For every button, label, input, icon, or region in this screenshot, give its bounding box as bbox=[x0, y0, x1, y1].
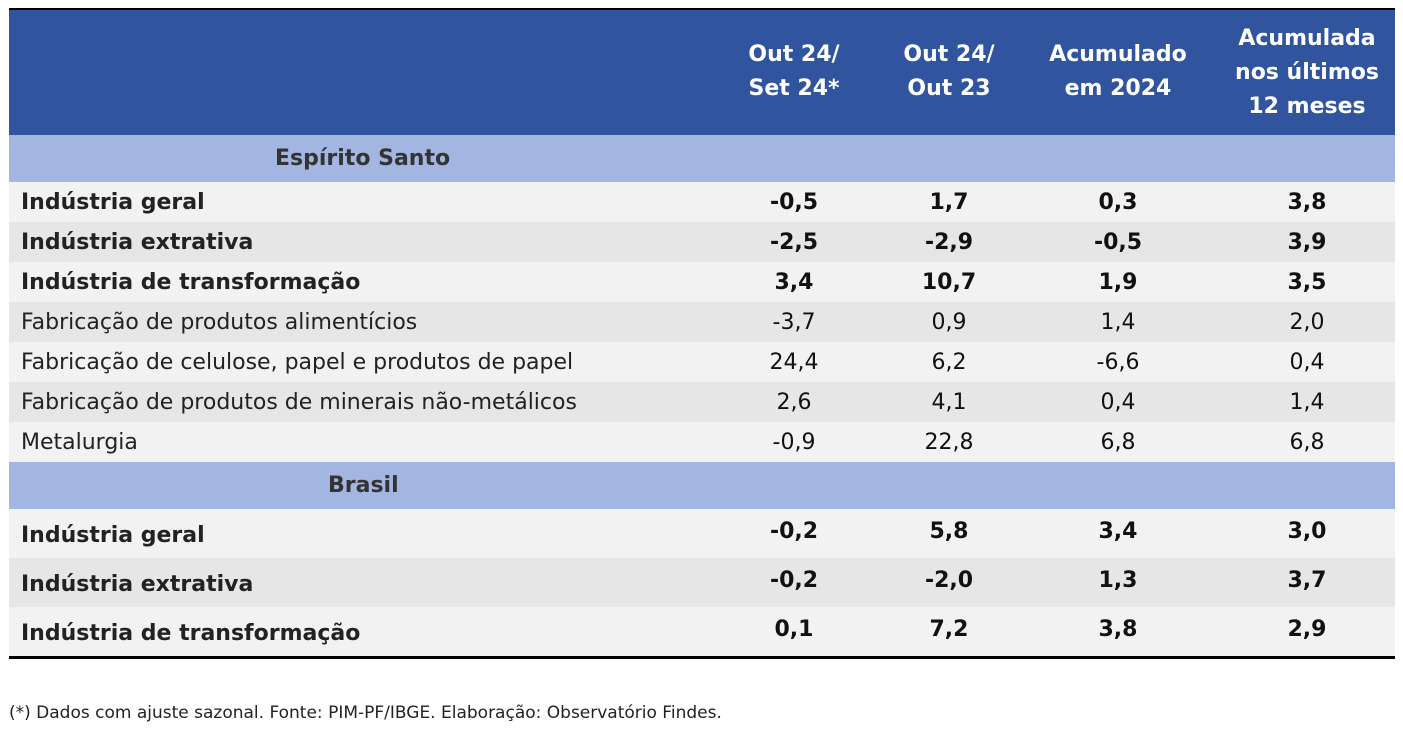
cell-value: -0,2 bbox=[769, 568, 819, 593]
cell-value: 3,8 bbox=[1287, 190, 1327, 215]
cell-value: 4,1 bbox=[931, 390, 967, 415]
cell-value: -0,2 bbox=[769, 519, 819, 544]
row-label: Fabricação de produtos alimentícios bbox=[21, 310, 418, 335]
table-row: Indústria geral -0,2 5,8 3,4 3,0 bbox=[9, 509, 1395, 558]
column-header: Out 24/ Set 24* bbox=[748, 42, 840, 101]
cell-value: 0,4 bbox=[1289, 350, 1325, 375]
cell-value: 3,7 bbox=[1287, 568, 1327, 593]
cell-value: 1,3 bbox=[1098, 568, 1138, 593]
cell-value: 3,4 bbox=[774, 270, 814, 295]
row-label: Indústria geral bbox=[21, 190, 205, 215]
cell-value: 0,3 bbox=[1098, 190, 1138, 215]
cell-value: 2,6 bbox=[776, 390, 812, 415]
table-row: Indústria extrativa -2,5 -2,9 -0,5 3,9 bbox=[9, 222, 1395, 262]
row-label: Indústria extrativa bbox=[21, 230, 254, 255]
cell-value: 7,2 bbox=[929, 617, 969, 642]
bottom-rule bbox=[9, 656, 1395, 659]
row-label: Indústria de transformação bbox=[21, 270, 361, 295]
cell-value: 0,1 bbox=[774, 617, 814, 642]
table-header: Out 24/ Set 24* Out 24/ Out 23 Acumulado… bbox=[9, 10, 1395, 135]
row-label: Indústria geral bbox=[21, 523, 205, 548]
cell-value: 2,0 bbox=[1289, 310, 1325, 335]
table-row: Indústria extrativa -0,2 -2,0 1,3 3,7 bbox=[9, 558, 1395, 607]
cell-value: 2,9 bbox=[1287, 617, 1327, 642]
table-row: Indústria de transformação 0,1 7,2 3,8 2… bbox=[9, 607, 1395, 656]
cell-value: 5,8 bbox=[929, 519, 969, 544]
row-label: Indústria de transformação bbox=[21, 621, 361, 646]
cell-value: -0,5 bbox=[769, 190, 819, 215]
cell-value: 0,4 bbox=[1100, 390, 1136, 415]
cell-value: 24,4 bbox=[769, 350, 819, 375]
footnote: (*) Dados com ajuste sazonal. Fonte: PIM… bbox=[9, 703, 722, 723]
cell-value: -2,0 bbox=[924, 568, 974, 593]
row-label: Fabricação de celulose, papel e produtos… bbox=[21, 350, 574, 375]
section-header: Brasil bbox=[9, 462, 1395, 509]
cell-value: 3,9 bbox=[1287, 230, 1327, 255]
cell-value: 3,4 bbox=[1098, 519, 1138, 544]
section-title: Brasil bbox=[328, 473, 399, 498]
table-row: Fabricação de produtos de minerais não-m… bbox=[9, 382, 1395, 422]
table-row: Fabricação de celulose, papel e produtos… bbox=[9, 342, 1395, 382]
cell-value: 3,5 bbox=[1287, 270, 1327, 295]
cell-value: 6,2 bbox=[931, 350, 967, 375]
table-row: Metalurgia -0,9 22,8 6,8 6,8 bbox=[9, 422, 1395, 462]
cell-value: -2,5 bbox=[769, 230, 819, 255]
column-header: Acumulado em 2024 bbox=[1049, 42, 1187, 101]
cell-value: 6,8 bbox=[1289, 430, 1325, 455]
section-title: Espírito Santo bbox=[275, 146, 451, 171]
cell-value: -2,9 bbox=[924, 230, 974, 255]
column-header: Acumulada nos últimos 12 meses bbox=[1235, 26, 1379, 119]
cell-value: 22,8 bbox=[924, 430, 974, 455]
cell-value: 0,9 bbox=[931, 310, 967, 335]
cell-value: 1,4 bbox=[1100, 310, 1136, 335]
section-header: Espírito Santo bbox=[9, 135, 1395, 182]
data-table: Out 24/ Set 24* Out 24/ Out 23 Acumulado… bbox=[9, 8, 1395, 659]
row-label: Metalurgia bbox=[21, 430, 138, 455]
top-rule bbox=[9, 8, 1395, 10]
table-row: Indústria geral -0,5 1,7 0,3 3,8 bbox=[9, 182, 1395, 222]
cell-value: 3,0 bbox=[1287, 519, 1327, 544]
cell-value: -0,9 bbox=[772, 430, 816, 455]
column-header: Out 24/ Out 23 bbox=[903, 42, 995, 101]
cell-value: -6,6 bbox=[1096, 350, 1140, 375]
cell-value: 1,9 bbox=[1098, 270, 1138, 295]
table-row: Indústria de transformação 3,4 10,7 1,9 … bbox=[9, 262, 1395, 302]
row-label: Indústria extrativa bbox=[21, 572, 254, 597]
cell-value: 1,7 bbox=[929, 190, 969, 215]
table-row: Fabricação de produtos alimentícios -3,7… bbox=[9, 302, 1395, 342]
cell-value: 10,7 bbox=[921, 270, 977, 295]
cell-value: -0,5 bbox=[1093, 230, 1143, 255]
cell-value: 1,4 bbox=[1289, 390, 1325, 415]
cell-value: 6,8 bbox=[1100, 430, 1136, 455]
cell-value: 3,8 bbox=[1098, 617, 1138, 642]
cell-value: -3,7 bbox=[772, 310, 816, 335]
row-label: Fabricação de produtos de minerais não-m… bbox=[21, 390, 577, 415]
